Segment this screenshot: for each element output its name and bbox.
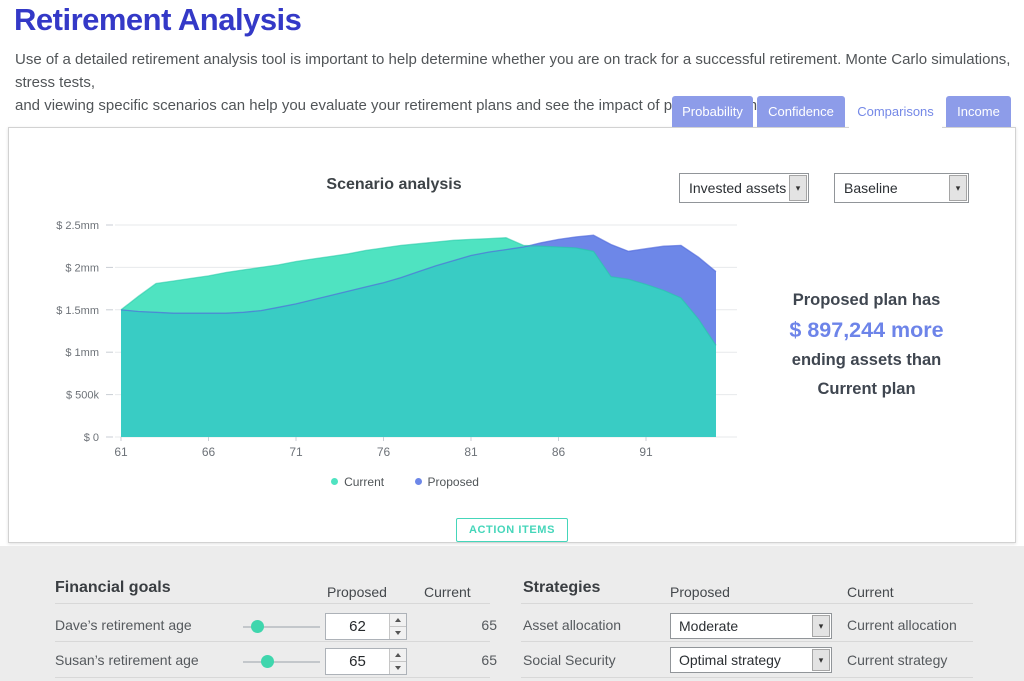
strategies-proposed-column-header: Proposed <box>670 584 730 600</box>
dave-age-input-wrap <box>325 613 407 640</box>
svg-text:71: 71 <box>289 445 303 459</box>
action-items-button[interactable]: ACTION ITEMS <box>456 518 568 542</box>
svg-text:81: 81 <box>464 445 478 459</box>
tab-bar: Probability Confidence Comparisons Incom… <box>672 96 1011 134</box>
svg-text:$ 2.5mm: $ 2.5mm <box>56 220 99 232</box>
social-security-dropdown[interactable]: Optimal strategy ▾ <box>670 647 832 673</box>
ending-assets-callout: Proposed plan has $ 897,244 more ending … <box>764 286 969 404</box>
susan-age-input[interactable] <box>326 649 389 674</box>
svg-text:$ 1mm: $ 1mm <box>65 347 99 359</box>
current-allocation-text: Current allocation <box>847 617 957 633</box>
chart-legend: Current Proposed <box>25 472 785 490</box>
susan-retirement-age-slider[interactable] <box>243 655 320 668</box>
svg-text:$ 2mm: $ 2mm <box>65 262 99 274</box>
chevron-down-icon[interactable]: ▾ <box>949 175 967 201</box>
legend-label-proposed: Proposed <box>427 474 479 489</box>
svg-text:76: 76 <box>377 445 391 459</box>
strategies-current-column-header: Current <box>847 584 894 600</box>
goal-row-label-dave: Dave’s retirement age <box>55 617 192 633</box>
spin-down-button[interactable] <box>390 626 406 639</box>
svg-text:61: 61 <box>114 445 128 459</box>
tab-confidence[interactable]: Confidence <box>757 96 845 127</box>
spin-down-icon <box>395 666 401 670</box>
callout-line-1: Proposed plan has <box>792 291 941 309</box>
spin-up-button[interactable] <box>390 614 406 626</box>
proposed-series-dot <box>414 478 422 485</box>
divider <box>55 603 490 604</box>
legend-item-current: Current <box>331 475 384 489</box>
slider-thumb[interactable] <box>250 620 264 633</box>
slider-track[interactable] <box>243 626 320 628</box>
svg-text:$ 500k: $ 500k <box>66 390 100 402</box>
scenario-dropdown-value: Baseline <box>844 180 898 196</box>
svg-text:$ 0: $ 0 <box>84 432 99 444</box>
divider <box>521 603 973 604</box>
scenario-dropdown[interactable]: Baseline ▾ <box>834 173 969 203</box>
strategy-row-label-allocation: Asset allocation <box>523 617 622 633</box>
scenario-chart: $ 0 $ 500k $ 1mm $ 1.5mm $ 2mm $ 2.5mm 61 66 71 7… <box>56 220 737 459</box>
spin-down-icon <box>395 631 401 635</box>
divider <box>521 677 973 678</box>
chevron-down-icon[interactable]: ▾ <box>812 615 830 637</box>
strategies-header: Strategies <box>523 579 601 596</box>
chart-title: Scenario analysis <box>326 176 462 193</box>
strategy-row-label-social-security: Social Security <box>523 652 616 668</box>
svg-text:91: 91 <box>639 445 653 459</box>
intro-line-2: and viewing specific scenarios can help … <box>15 97 786 114</box>
susan-age-input-wrap <box>325 648 407 675</box>
divider <box>55 641 490 642</box>
dave-retirement-age-slider[interactable] <box>243 620 320 633</box>
spin-up-icon <box>395 618 401 622</box>
spinner <box>389 649 406 674</box>
dave-age-input[interactable] <box>326 614 389 639</box>
current-strategy-text: Current strategy <box>847 652 948 668</box>
chevron-down-icon[interactable]: ▾ <box>812 649 830 671</box>
social-security-value: Optimal strategy <box>679 652 781 668</box>
intro-text: Use of a detailed retirement analysis to… <box>15 48 1015 117</box>
page-title: Retirement Analysis <box>14 2 302 37</box>
legend-label-current: Current <box>344 474 385 489</box>
chevron-down-icon[interactable]: ▾ <box>789 175 807 201</box>
current-series-dot <box>331 478 339 485</box>
callout-line-3: ending assets than <box>791 351 942 369</box>
callout-amount: $ 897,244 more <box>789 318 944 342</box>
asset-allocation-dropdown[interactable]: Moderate ▾ <box>670 613 832 639</box>
divider <box>521 641 973 642</box>
spin-up-button[interactable] <box>390 649 406 661</box>
goals-current-column-header: Current <box>424 584 471 600</box>
bottom-panel: Financial goals Proposed Current Dave’s … <box>0 546 1024 681</box>
metric-dropdown-value: Invested assets <box>689 180 787 196</box>
callout-line-4: Current plan <box>817 380 916 398</box>
metric-dropdown[interactable]: Invested assets ▾ <box>679 173 809 203</box>
tab-probability[interactable]: Probability <box>672 96 753 127</box>
svg-text:$ 1.5mm: $ 1.5mm <box>56 305 99 317</box>
spin-up-icon <box>395 653 401 657</box>
legend-item-proposed: Proposed <box>414 474 479 489</box>
spin-down-button[interactable] <box>390 661 406 674</box>
divider <box>55 677 490 678</box>
tab-income[interactable]: Income <box>946 96 1011 127</box>
goals-proposed-column-header: Proposed <box>327 584 387 600</box>
spinner <box>389 614 406 639</box>
asset-allocation-value: Moderate <box>679 618 739 634</box>
scenario-panel: Scenario analysis Invested assets ▾ Base… <box>8 127 1016 543</box>
susan-current-age: 65 <box>481 652 497 668</box>
slider-track[interactable] <box>243 661 320 663</box>
financial-goals-header: Financial goals <box>55 579 171 596</box>
goal-row-label-susan: Susan’s retirement age <box>55 652 199 668</box>
svg-text:86: 86 <box>552 445 566 459</box>
dave-current-age: 65 <box>481 617 497 633</box>
tab-comparisons[interactable]: Comparisons <box>849 96 942 134</box>
intro-line-1: Use of a detailed retirement analysis to… <box>15 51 1011 91</box>
svg-text:66: 66 <box>202 445 216 459</box>
slider-thumb[interactable] <box>260 655 274 668</box>
